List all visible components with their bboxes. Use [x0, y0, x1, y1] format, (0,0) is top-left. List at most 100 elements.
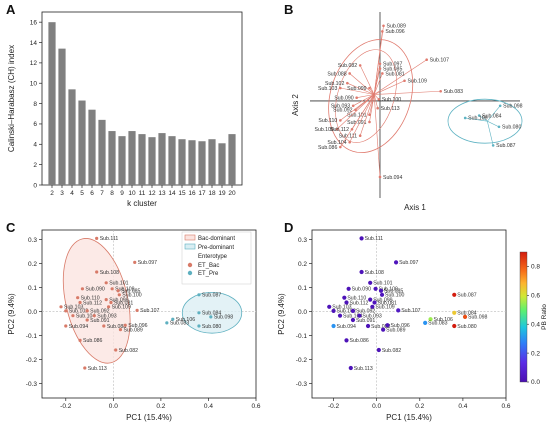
pca-point — [135, 308, 139, 312]
point-label: Sub.097 — [383, 62, 402, 68]
point-label: Sub.100 — [385, 293, 404, 299]
point-label: Sub.084 — [202, 311, 221, 317]
pca-point — [117, 293, 121, 297]
panel-letter-c: C — [6, 220, 16, 235]
point-label: Sub.097 — [399, 260, 418, 266]
x-tick-label: 9 — [120, 190, 124, 197]
point-label: Sub.081 — [385, 71, 404, 77]
point-label: Sub.103 — [318, 86, 337, 92]
point-label: Sub.108 — [100, 270, 119, 276]
pca-point — [64, 324, 68, 328]
x-tick-label: 7 — [100, 190, 104, 197]
x-axis-label: Axis 1 — [404, 203, 426, 212]
pca-point — [452, 310, 457, 315]
point-label: Sub.112 — [330, 127, 349, 133]
x-tick-label: 0.0 — [372, 403, 381, 410]
legend-label: ET_Pre — [198, 271, 219, 277]
x-tick-label: 0.4 — [204, 403, 213, 410]
pca-point — [344, 338, 349, 343]
pre-ellipse — [447, 98, 523, 144]
spider-line — [487, 105, 501, 122]
pca-point — [396, 308, 401, 313]
x-axis-label: PC1 (15.4%) — [126, 413, 172, 422]
biplot-point — [381, 72, 384, 75]
point-label: Sub.087 — [457, 293, 476, 299]
point-label: Sub.104 — [327, 140, 346, 146]
bar — [218, 143, 226, 185]
point-label: Sub.102 — [325, 81, 344, 87]
point-label: Sub.090 — [352, 287, 371, 293]
pca-point — [80, 287, 85, 291]
biplot-point — [339, 119, 342, 122]
pca-point — [348, 365, 353, 371]
point-label: Sub.108 — [315, 127, 334, 133]
point-label: Sub.111 — [365, 236, 384, 242]
spider-line — [353, 94, 375, 107]
y-tick-label: 0.1 — [28, 285, 37, 292]
pca-point — [365, 323, 371, 329]
biplot-point — [351, 104, 355, 108]
colorbar-tick-label: 0.2 — [531, 350, 540, 357]
x-tick-label: 5 — [80, 190, 84, 197]
point-label: Sub.101 — [347, 113, 366, 119]
pca-point — [370, 304, 375, 309]
x-tick-label: 3 — [60, 190, 64, 197]
point-label: Sub.091 — [347, 120, 366, 126]
pca-point — [197, 311, 201, 315]
legend-marker — [187, 270, 193, 276]
y-tick-label: 12 — [30, 60, 38, 67]
pca-point — [346, 286, 351, 291]
legend-title: Enterotype — [198, 254, 228, 260]
point-label: Sub.109 — [115, 287, 134, 293]
pca-point — [385, 323, 390, 328]
biplot-point — [377, 98, 381, 101]
colorbar-tick-label: 0.4 — [531, 321, 540, 328]
x-tick-label: 15 — [178, 190, 186, 197]
panel-letter-a: A — [6, 2, 16, 17]
pca-point — [350, 308, 356, 313]
pca-point — [116, 289, 120, 293]
spider-line — [359, 65, 375, 95]
spider-line — [340, 94, 375, 121]
pca-point — [359, 269, 364, 275]
legend-label: Bac-dominant — [198, 236, 235, 242]
spider-line — [478, 115, 488, 122]
spider-line — [487, 120, 500, 128]
point-label: Sub.082 — [338, 63, 357, 69]
point-label: Sub.080 — [502, 125, 521, 131]
pca-point — [78, 300, 82, 305]
bar — [48, 22, 56, 186]
pca-point — [102, 324, 106, 328]
pca-point — [95, 236, 99, 240]
y-axis-label: PC2 (9.4%) — [277, 293, 286, 335]
spider-line — [369, 94, 375, 123]
pca-point — [95, 270, 99, 274]
legend-label: Pre-dominant — [198, 245, 234, 251]
point-label: Sub.098 — [503, 104, 522, 110]
spider-line — [465, 117, 488, 122]
pca-point — [327, 304, 332, 309]
point-label: Sub.106 — [434, 317, 453, 323]
y-tick-label: -0.3 — [296, 381, 308, 388]
point-label: Sub.113 — [354, 366, 373, 372]
biplot-point — [348, 140, 351, 144]
pca-point — [331, 308, 336, 313]
point-label: Sub.092 — [90, 309, 109, 315]
biplot-point — [378, 67, 382, 70]
pca-point — [428, 317, 433, 322]
biplot-point — [403, 79, 406, 83]
x-axis-label: k cluster — [127, 199, 157, 208]
point-label: Sub.087 — [202, 293, 221, 299]
x-tick-label: 12 — [148, 190, 156, 197]
bar — [78, 100, 86, 185]
legend-swatch — [184, 234, 196, 241]
y-axis-label: PC2 (9.4%) — [7, 293, 16, 335]
pca-point — [110, 287, 114, 291]
point-label: Sub.094 — [69, 324, 88, 330]
point-label: Sub.089 — [387, 24, 406, 30]
bar — [98, 119, 106, 185]
pca-point — [165, 321, 169, 325]
biplot-point — [355, 96, 358, 100]
point-label: Sub.099 — [347, 86, 366, 92]
y-tick-label: -0.2 — [26, 357, 38, 364]
